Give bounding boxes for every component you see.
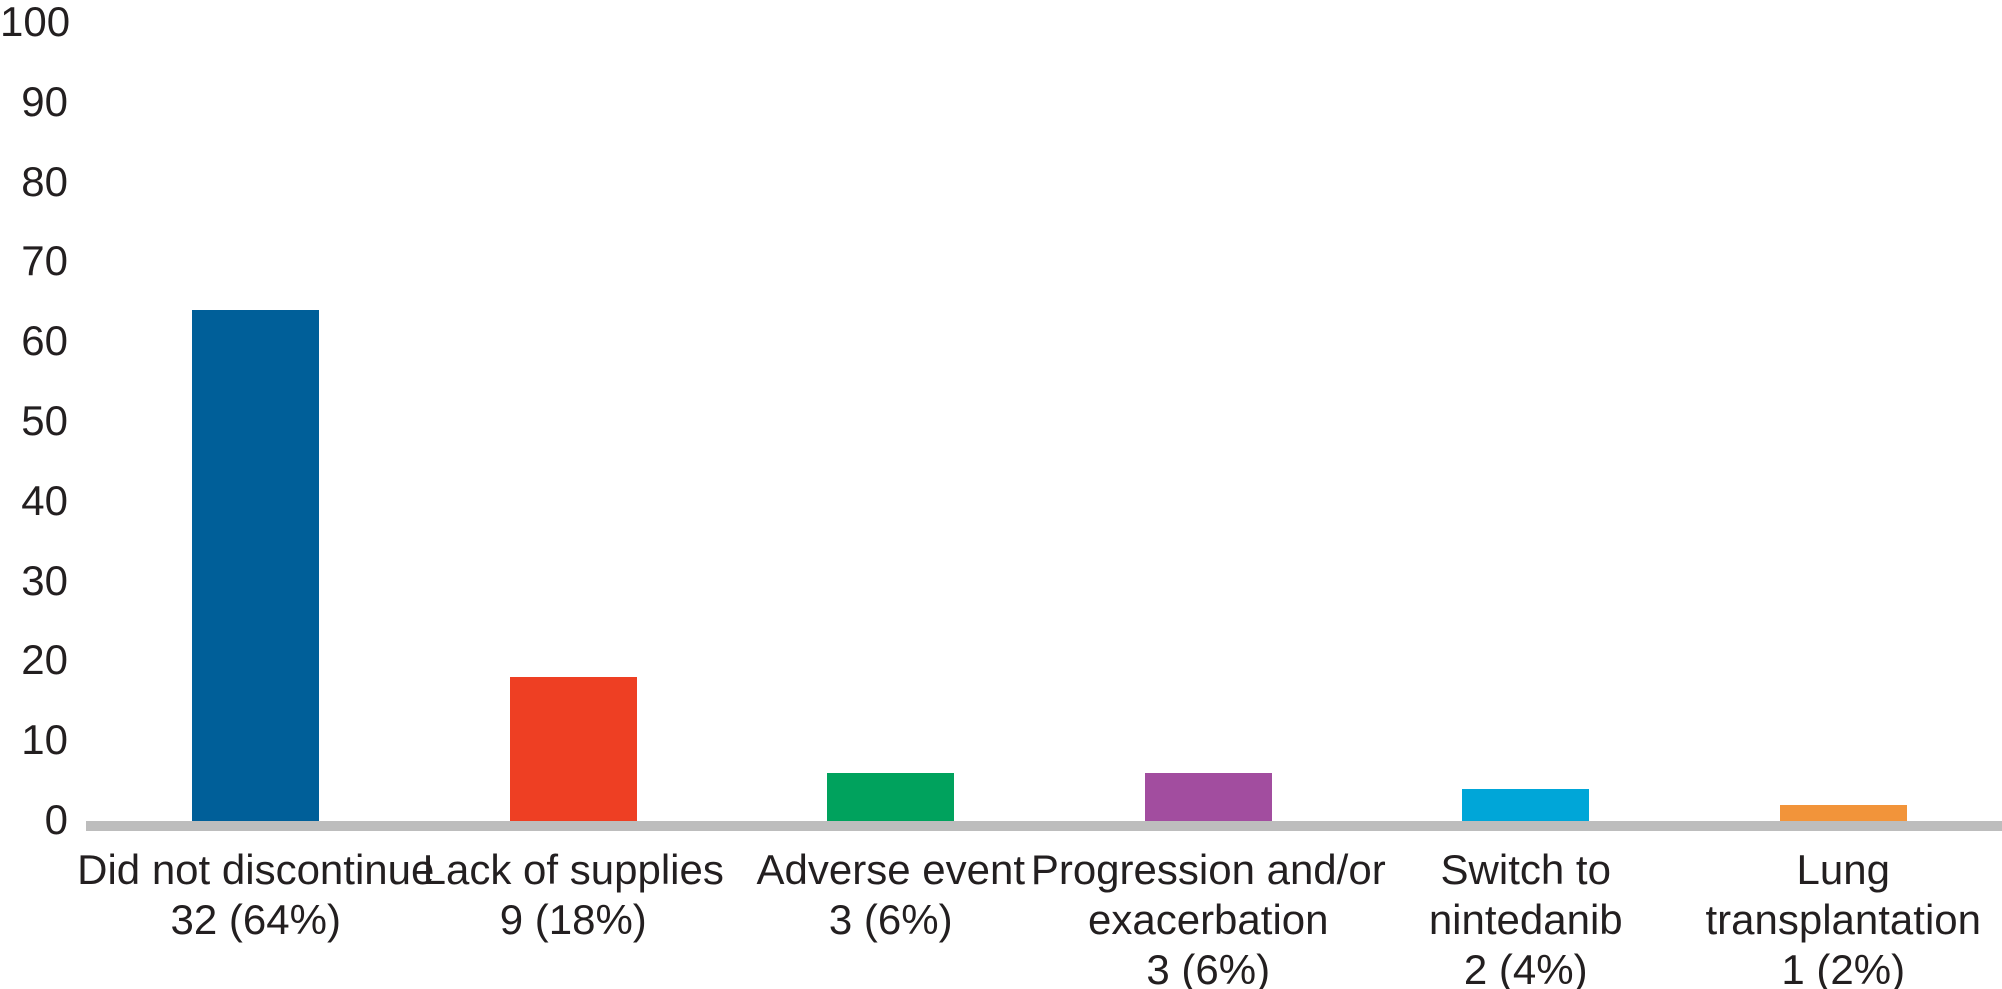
x-axis-label-line: transplantation: [1705, 896, 1982, 943]
bar-adverse-event: [827, 773, 955, 821]
x-axis-label-line: 32 (64%): [170, 896, 341, 943]
x-axis-label-adverse-event: Adverse event 3 (6%): [757, 845, 1026, 945]
bar-progression-exacerbation: [1144, 773, 1272, 821]
y-axis-tick-label: 0: [44, 796, 68, 843]
x-axis-label-line: nintedanib: [1428, 896, 1623, 943]
x-axis-label-line: Lung: [1796, 846, 1890, 893]
x-axis-label-line: Switch to: [1440, 846, 1611, 893]
x-axis-label-line: Progression and/or: [1030, 846, 1386, 893]
y-axis-tick-label: 40: [21, 476, 68, 524]
y-axis-tick-label: 70: [21, 237, 68, 285]
y-axis-tick-label: 20: [21, 636, 68, 684]
y-axis-tick-label: 10: [21, 716, 68, 764]
x-axis-label-line: 1 (2%): [1781, 946, 1906, 989]
x-axis-label-switch-to-nintedanib: Switch to nintedanib 2 (4%): [1429, 845, 1623, 989]
x-axis-label-did-not-discontinue: Did not discontinue 32 (64%): [77, 845, 434, 945]
x-axis-label-line: 3 (6%): [828, 896, 953, 943]
x-axis-label-progression-exacerbation: Progression and/or exacerbation 3 (6%): [1031, 845, 1386, 989]
x-axis-label-line: 9 (18%): [499, 896, 647, 943]
x-axis-label-line: Adverse event: [756, 846, 1026, 893]
x-axis-line: [86, 821, 2002, 831]
bar-lack-of-supplies: [509, 677, 637, 821]
x-axis-label-line: exacerbation: [1088, 896, 1329, 943]
x-axis-label-lung-transplantation: Lung transplantation 1 (2%): [1705, 845, 1981, 989]
y-axis-tick-label: 80: [21, 157, 68, 205]
y-axis-tick-label: 50: [21, 397, 68, 444]
bar-did-not-discontinue: [192, 310, 320, 821]
x-axis-label-line: 2 (4%): [1463, 946, 1588, 989]
y-axis-tick-label: 90: [21, 77, 68, 125]
y-axis-tick-label: 100: [0, 0, 71, 45]
y-axis-tick-label: 30: [21, 556, 68, 604]
x-axis-label-lack-of-supplies: Lack of supplies 9 (18%): [423, 845, 724, 945]
y-axis-tick-label: 60: [21, 317, 68, 365]
x-axis-label-line: 3 (6%): [1146, 946, 1271, 989]
x-axis-label-line: Lack of supplies: [422, 846, 724, 893]
bar-switch-to-nintedanib: [1462, 789, 1590, 821]
bar-lung-transplantation: [1779, 805, 1907, 821]
x-axis-label-line: Did not discontinue: [77, 846, 435, 893]
